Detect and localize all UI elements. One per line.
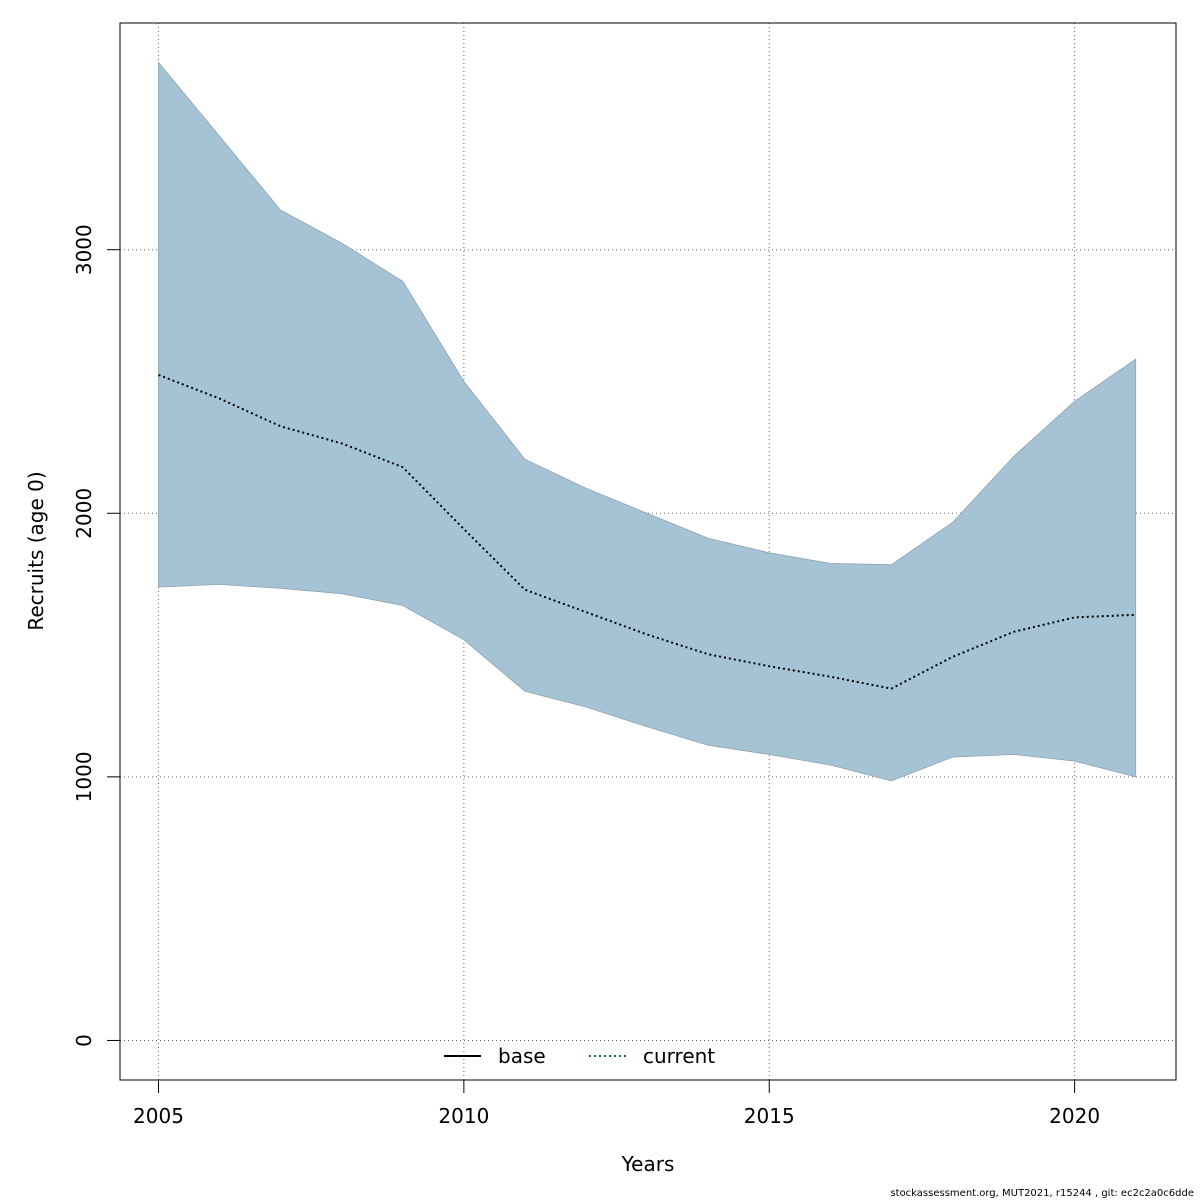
x-tick-label: 2010 — [438, 1104, 489, 1128]
legend: base current — [444, 1044, 715, 1068]
footer-note: stockassessment.org, MUT2021, r15244 , g… — [890, 1188, 1194, 1199]
y-tick-label: 2000 — [72, 488, 96, 539]
x-tick-label: 2005 — [133, 1104, 184, 1128]
legend-label-base: base — [498, 1044, 546, 1068]
legend-label-current: current — [643, 1044, 715, 1068]
y-tick-label: 0 — [72, 1034, 96, 1047]
y-tick-label: 1000 — [72, 751, 96, 802]
y-axis-title: Recruits (age 0) — [24, 471, 48, 630]
y-tick-label: 3000 — [72, 224, 96, 275]
confidence-band — [158, 61, 1137, 782]
axes: 2005 2010 2015 2020 0 1000 2000 3000 — [72, 224, 1100, 1128]
x-tick-label: 2015 — [744, 1104, 795, 1128]
x-axis-title: Years — [621, 1152, 675, 1176]
x-tick-label: 2020 — [1049, 1104, 1100, 1128]
series-line-current — [158, 373, 1136, 690]
